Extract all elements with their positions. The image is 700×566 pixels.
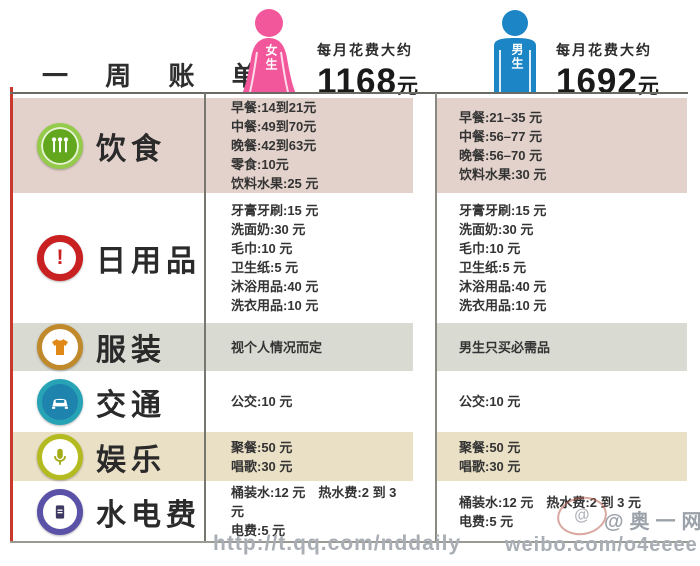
male-data-dining: 早餐:21–35 元 中餐:56–77 元 晚餐:56–70 元 饮料水果:30… bbox=[459, 109, 547, 182]
female-data-daily-items: 牙膏牙刷:15 元 洗面奶:30 元 毛巾:10 元 卫生纸:5 元 沐浴用品:… bbox=[231, 203, 319, 313]
male-table: 早餐:21–35 元 中餐:56–77 元 晚餐:56–70 元 饮料水果:30… bbox=[437, 98, 687, 542]
watermark-weibo-url: weibo.com/o4eeee bbox=[505, 534, 698, 556]
row-clothing: 服装 视个人情况而定 bbox=[13, 323, 413, 371]
male-row-transport: 公交:10 元 bbox=[437, 371, 687, 432]
clothing-icon bbox=[37, 324, 83, 370]
female-caption: 每月花费大约 bbox=[317, 42, 413, 58]
male-data-daily-items: 牙膏牙刷:15 元 洗面奶:30 元 毛巾:10 元 卫生纸:5 元 沐浴用品:… bbox=[459, 203, 547, 313]
header-divider-line bbox=[10, 92, 688, 94]
male-data-transport: 公交:10 元 bbox=[459, 394, 521, 409]
entertainment-icon bbox=[37, 433, 83, 480]
transport-icon bbox=[37, 378, 83, 425]
male-row-dining: 早餐:21–35 元 中餐:56–77 元 晚餐:56–70 元 饮料水果:30… bbox=[437, 98, 687, 193]
row-utilities: 水电费 桶装水:12 元 热水费:2 到 3 元 电费:5 元 bbox=[13, 481, 413, 542]
male-figure-label: 男生 bbox=[510, 43, 524, 71]
female-amount: 1168 bbox=[317, 62, 397, 101]
press-stamp-text: @奥一网 bbox=[604, 511, 700, 533]
female-spend-summary: 每月花费大约 1168元 bbox=[317, 40, 418, 102]
category-label: 交通 bbox=[96, 388, 166, 422]
category-cell-clothing: 服装 bbox=[13, 323, 204, 371]
page-title: 一 周 账 单 bbox=[42, 61, 273, 91]
category-cell-dining: 饮食 bbox=[13, 98, 204, 193]
female-amount-unit: 元 bbox=[396, 75, 418, 98]
male-data-entertainment: 聚餐:50 元 唱歌:30 元 bbox=[459, 439, 521, 474]
male-row-utilities: 桶装水:12 元 热水费:2 到 3 元 电费:5 元 bbox=[437, 481, 687, 542]
row-daily-items: ! 日用品 牙膏牙刷:15 元 洗面奶:30 元 毛巾:10 元 卫生纸:5 元… bbox=[13, 193, 413, 323]
category-label: 水电费 bbox=[96, 498, 201, 532]
category-cell-daily-items: ! 日用品 bbox=[13, 193, 204, 323]
male-data-utilities: 桶装水:12 元 热水费:2 到 3 元 电费:5 元 bbox=[459, 494, 642, 529]
female-figure-icon: 女生 bbox=[224, 8, 314, 94]
column-divider-female-male bbox=[435, 93, 437, 541]
left-red-border bbox=[10, 87, 13, 542]
watermark-tqq-url: http://t.qq.com/nddaily bbox=[213, 532, 462, 555]
daily-items-icon: ! bbox=[37, 235, 83, 281]
male-row-entertainment: 聚餐:50 元 唱歌:30 元 bbox=[437, 432, 687, 481]
female-data-clothing: 视个人情况而定 bbox=[231, 339, 323, 355]
utilities-icon bbox=[37, 488, 83, 535]
row-transport: 交通 公交:10 元 bbox=[13, 371, 413, 432]
category-label: 饮食 bbox=[96, 132, 166, 166]
male-amount: 1692 bbox=[556, 62, 638, 101]
female-data-transport: 公交:10 元 bbox=[231, 394, 293, 409]
column-divider-category-female bbox=[204, 93, 206, 541]
male-caption: 每月花费大约 bbox=[556, 42, 652, 58]
row-entertainment: 娱乐 聚餐:50 元 唱歌:30 元 bbox=[13, 432, 413, 481]
male-figure-icon: 男生 bbox=[486, 10, 544, 94]
male-data-clothing: 男生只买必需品 bbox=[459, 339, 551, 355]
category-label: 日用品 bbox=[96, 245, 201, 278]
dining-icon bbox=[37, 122, 83, 169]
male-row-daily-items: 牙膏牙刷:15 元 洗面奶:30 元 毛巾:10 元 卫生纸:5 元 沐浴用品:… bbox=[437, 193, 687, 323]
category-cell-utilities: 水电费 bbox=[13, 481, 204, 542]
female-data-utilities: 桶装水:12 元 热水费:2 到 3 元 电费:5 元 bbox=[231, 485, 397, 538]
category-cell-transport: 交通 bbox=[13, 371, 204, 432]
male-amount-unit: 元 bbox=[637, 75, 659, 98]
female-data-entertainment: 聚餐:50 元 唱歌:30 元 bbox=[231, 439, 293, 474]
category-cell-entertainment: 娱乐 bbox=[13, 432, 204, 481]
category-label: 服装 bbox=[96, 334, 166, 367]
male-row-clothing: 男生只买必需品 bbox=[437, 323, 687, 371]
category-and-female-table: 饮食 早餐:14到21元 中餐:49到70元 晚餐:42到63元 零食:10元 … bbox=[13, 98, 413, 542]
male-spend-summary: 每月花费大约 1692元 bbox=[556, 40, 659, 102]
row-dining: 饮食 早餐:14到21元 中餐:49到70元 晚餐:42到63元 零食:10元 … bbox=[13, 98, 413, 193]
category-label: 娱乐 bbox=[96, 443, 166, 477]
female-figure-label: 女生 bbox=[264, 44, 278, 72]
footer-divider-line bbox=[10, 541, 690, 543]
female-data-dining: 早餐:14到21元 中餐:49到70元 晚餐:42到63元 零食:10元 饮料水… bbox=[231, 100, 319, 191]
